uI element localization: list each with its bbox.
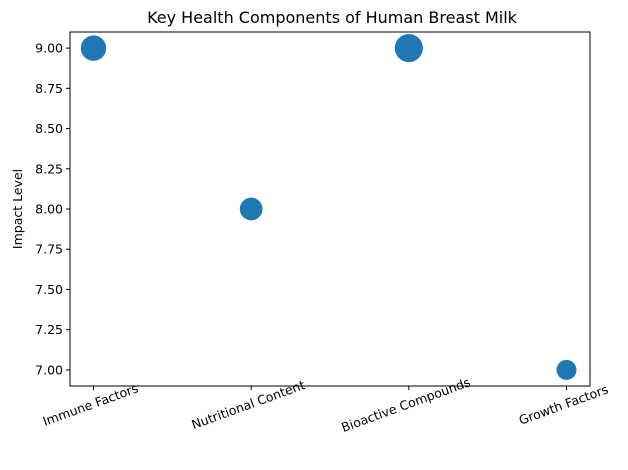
x-tick-label: Bioactive Compounds [339,374,472,435]
y-tick-label: 8.50 [35,121,63,136]
x-tick-label: Immune Factors [41,380,140,428]
x-tick-label: Nutritional Content [189,377,307,432]
y-tick-label: 9.00 [35,41,63,56]
y-tick-label: 7.25 [35,322,63,337]
chart-title: Key Health Components of Human Breast Mi… [147,8,518,27]
plot-area [69,31,591,387]
y-tick-label: 7.50 [35,282,63,297]
y-tick-label: 8.25 [35,161,63,176]
y-tick-label: 8.75 [35,81,63,96]
y-tick-label: 7.00 [35,362,63,377]
y-axis: 7.00 7.25 7.50 7.75 8.00 8.25 8.50 8.75 9.00 [35,41,70,377]
y-tick-label: 7.75 [35,242,63,257]
data-point [394,34,423,63]
data-point [239,197,263,221]
x-tick-label: Growth Factors [517,382,610,428]
data-point [80,35,107,61]
y-axis-label: Impact Level [10,169,25,249]
y-tick-label: 8.00 [35,202,63,217]
x-axis: Immune Factors Nutritional Content Bioacti… [41,374,610,435]
data-point [556,359,577,380]
data-points [80,34,577,380]
